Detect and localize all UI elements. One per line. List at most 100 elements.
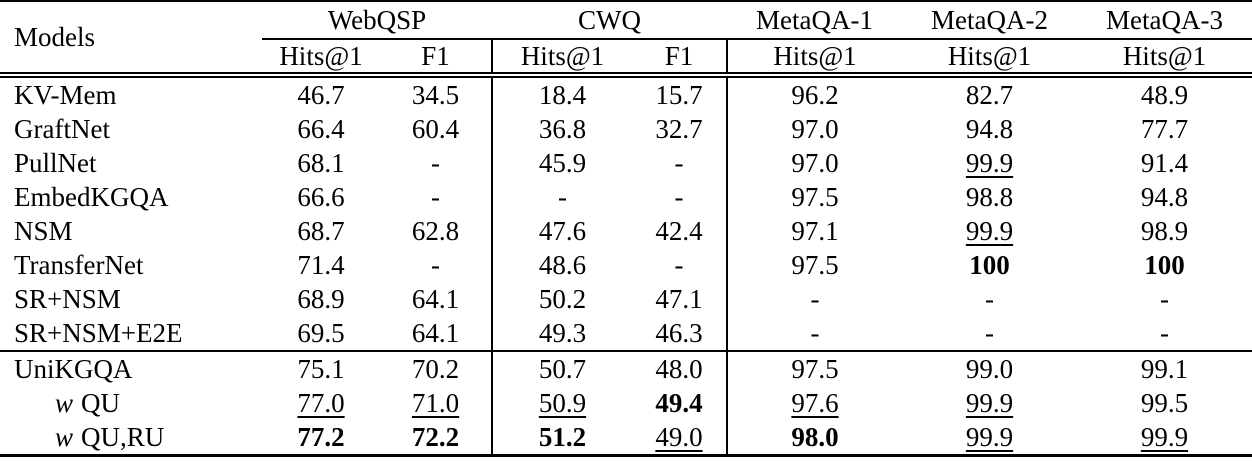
model-label: NSM	[14, 215, 73, 246]
model-label: UniKGQA	[14, 353, 133, 384]
table-row-sr-nsm: SR+NSM 68.9 64.1 50.2 47.1 - - -	[0, 282, 1252, 316]
col-header-cwq-hits1: Hits@1	[491, 39, 632, 78]
model-label: SR+NSM	[14, 283, 121, 314]
col-header-cwq-f1: F1	[632, 39, 727, 78]
value-cell: 45.9	[491, 146, 632, 180]
value-cell: 77.7	[1140, 113, 1189, 144]
value-cell: -	[431, 147, 440, 178]
value-cell: 99.5	[1140, 387, 1189, 418]
value-cell: 99.9	[965, 421, 1014, 452]
table-row-w-qu-ru: w QU,RU 77.2 72.2 51.2 49.0 98.0 99.9 99.…	[0, 420, 1252, 456]
model-name-cell: TransferNet	[0, 248, 262, 282]
value-cell: 42.4	[655, 215, 703, 246]
value-cell: -	[674, 249, 684, 280]
col-header-webqsp-f1: F1	[380, 39, 492, 78]
model-name-cell: SR+NSM	[0, 282, 262, 316]
model-name-cell: w QU	[0, 386, 262, 420]
table-row-kv-mem: KV-Mem 46.7 34.5 18.4 15.7 96.2 82.7 48.…	[0, 75, 1252, 112]
value-cell: 100	[969, 249, 1010, 280]
value-cell: 47.1	[655, 283, 703, 314]
value-cell: 50.9	[491, 386, 632, 420]
value-cell: 48.0	[632, 350, 727, 386]
value-cell: 48.9	[1140, 79, 1189, 110]
value-cell: -	[674, 181, 684, 212]
table-row-w-qu: w QU 77.0 71.0 50.9 49.4 97.6 99.9 99.5	[0, 386, 1252, 420]
value-cell: 100	[1144, 249, 1185, 280]
value-cell: 47.6	[491, 214, 632, 248]
value-cell: 62.8	[411, 215, 460, 246]
value-cell: -	[1160, 283, 1169, 314]
value-cell: 48.6	[491, 248, 632, 282]
value-cell: 68.1	[297, 147, 345, 178]
value-cell: 99.9	[965, 215, 1014, 246]
value-cell: 82.7	[965, 79, 1014, 110]
value-cell: 94.8	[1140, 181, 1189, 212]
model-label: EmbedKGQA	[14, 181, 169, 212]
model-name-cell: PullNet	[0, 146, 262, 180]
table-row-sr-nsm-e2e: SR+NSM+E2E 69.5 64.1 49.3 46.3 - - -	[0, 316, 1252, 351]
value-cell: 46.3	[655, 317, 703, 348]
value-cell: 51.2	[491, 420, 632, 456]
value-cell: 72.2	[411, 421, 460, 452]
value-cell: -	[491, 180, 632, 214]
value-cell: 97.5	[726, 350, 902, 386]
value-cell: -	[1160, 317, 1169, 348]
value-cell: 97.0	[726, 146, 902, 180]
value-cell: 32.7	[655, 113, 703, 144]
col-header-models: Models	[0, 1, 262, 78]
model-name-cell: EmbedKGQA	[0, 180, 262, 214]
col-header-webqsp-hits1: Hits@1	[262, 39, 380, 78]
group-header-metaqa2: MetaQA-2	[902, 1, 1077, 40]
value-cell: 97.5	[726, 248, 902, 282]
value-cell: 64.1	[411, 317, 460, 348]
value-cell: 91.4	[1140, 147, 1189, 178]
group-header-metaqa3: MetaQA-3	[1077, 1, 1252, 40]
model-label: GraftNet	[14, 113, 110, 144]
value-cell: 97.6	[726, 386, 902, 420]
model-name-cell: SR+NSM+E2E	[0, 316, 262, 351]
value-cell: 49.0	[655, 421, 703, 452]
value-cell: 98.0	[726, 420, 902, 456]
value-cell: 69.5	[297, 317, 345, 348]
group-header-row: Models WebQSP CWQ MetaQA-1 MetaQA-2 Meta…	[0, 1, 1252, 78]
value-cell: 99.9	[965, 147, 1014, 178]
value-cell: 64.1	[411, 283, 460, 314]
value-cell: 60.4	[411, 113, 460, 144]
table-row-unikgqa: UniKGQA 75.1 70.2 50.7 48.0 97.5 99.0 99…	[0, 350, 1252, 386]
model-label: KV-Mem	[14, 79, 117, 110]
value-cell: 96.2	[726, 75, 902, 112]
value-cell: 98.8	[965, 181, 1014, 212]
model-label: SR+NSM+E2E	[14, 317, 183, 348]
sub-header-row: Hits@1 F1 Hits@1 F1 Hits@1 Hits@1 Hits@1	[0, 39, 1252, 78]
value-cell: 68.7	[297, 215, 345, 246]
model-name-cell: KV-Mem	[0, 75, 262, 112]
table-row-pullnet: PullNet 68.1 - 45.9 - 97.0 99.9 91.4	[0, 146, 1252, 180]
value-cell: 77.0	[297, 387, 345, 418]
value-cell: 15.7	[655, 79, 703, 110]
value-cell: 98.9	[1140, 215, 1189, 246]
value-cell: 75.1	[262, 350, 380, 386]
value-cell: 97.5	[726, 180, 902, 214]
col-header-metaqa2-hits1: Hits@1	[902, 39, 1077, 78]
col-header-metaqa1-hits1: Hits@1	[726, 39, 902, 78]
table-body: KV-Mem 46.7 34.5 18.4 15.7 96.2 82.7 48.…	[0, 75, 1252, 456]
model-label: PullNet	[14, 147, 97, 178]
value-cell: 99.9	[965, 387, 1014, 418]
value-cell: 66.6	[297, 181, 345, 212]
group-header-webqsp: WebQSP	[262, 1, 492, 40]
value-cell: 49.4	[655, 387, 703, 418]
value-cell: 50.2	[491, 282, 632, 316]
value-cell: 36.8	[491, 112, 632, 146]
value-cell: 18.4	[491, 75, 632, 112]
value-cell: 68.9	[297, 283, 345, 314]
table-row-graftnet: GraftNet 66.4 60.4 36.8 32.7 97.0 94.8 7…	[0, 112, 1252, 146]
model-label: TransferNet	[14, 249, 144, 280]
model-label: QU,RU	[81, 421, 165, 452]
value-cell: -	[985, 317, 994, 348]
value-cell: 71.4	[297, 249, 345, 280]
value-cell: 97.1	[726, 214, 902, 248]
value-cell: -	[726, 316, 902, 351]
model-name-cell: NSM	[0, 214, 262, 248]
value-cell: 99.0	[902, 350, 1077, 386]
